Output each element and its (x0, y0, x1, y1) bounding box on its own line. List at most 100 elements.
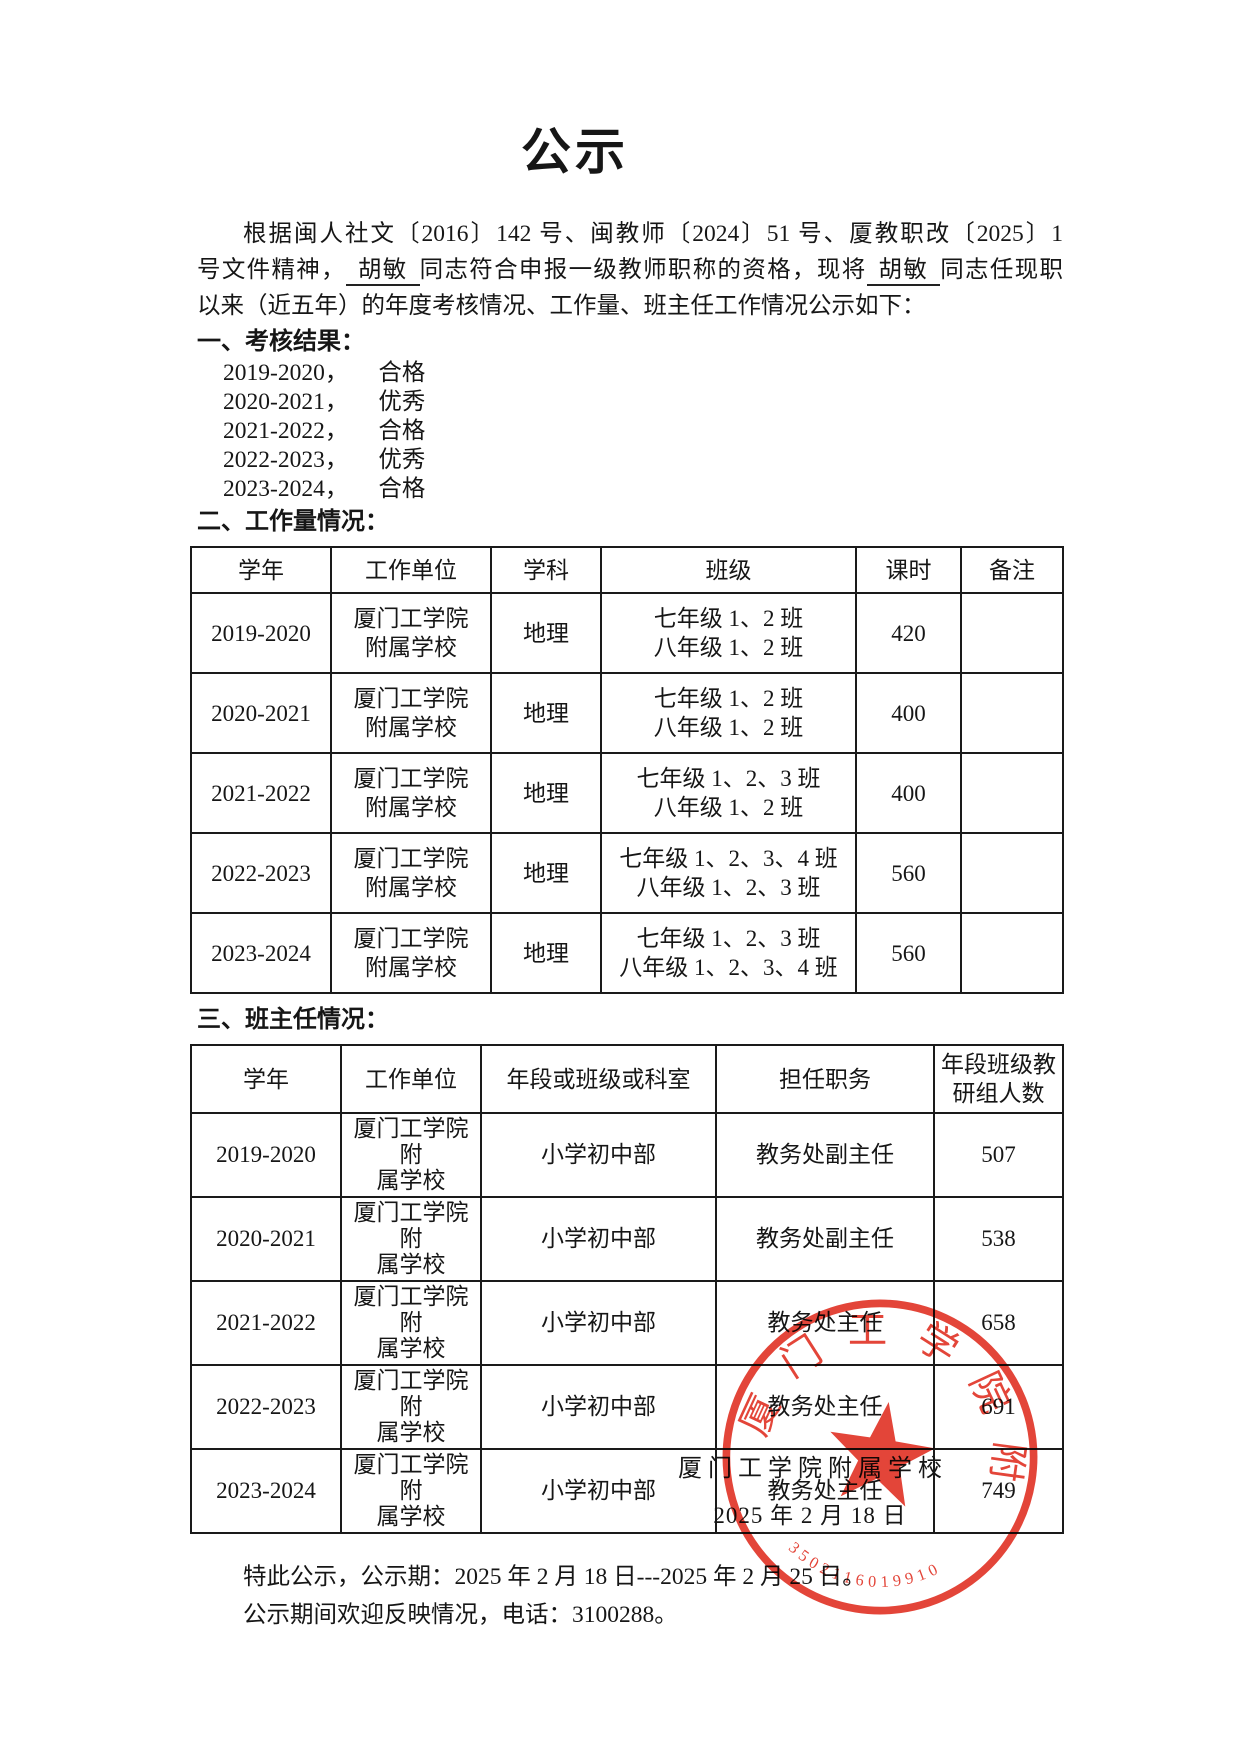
header-group-size: 年段班级教 研组人数 (933, 1044, 1064, 1114)
cell-dept: 小学初中部 (480, 1112, 717, 1198)
table-header-row: 学年 工作单位 学科 班级 课时 备注 (190, 546, 1064, 594)
unit-line: 属学校 (376, 1252, 446, 1277)
unit-line: 厦门工学院 (353, 846, 469, 871)
cell-classes: 七年级 1、2 班八年级 1、2 班 (600, 592, 857, 674)
assessment-result-item: 2019-2020， 合格 (223, 359, 1063, 388)
result-period: 2021-2022， (223, 418, 349, 444)
intro-line-3: 以来（近五年）的年度考核情况、工作量、班主任工作情况公示如下： (197, 293, 926, 319)
unit-line: 厦门工学院附 (353, 1368, 469, 1419)
cell-position: 教务处副主任 (715, 1112, 935, 1198)
cell-note (960, 592, 1064, 674)
cell-hours: 400 (855, 672, 962, 754)
cell-subject: 地理 (490, 752, 602, 834)
headteacher-table: 学年 工作单位 年段或班级或科室 担任职务 年段班级教 研组人数 2019-202… (190, 1044, 1064, 1534)
cell-hours: 420 (855, 592, 962, 674)
cell-dept: 小学初中部 (480, 1196, 717, 1282)
cell-subject: 地理 (490, 832, 602, 914)
header-unit: 工作单位 (330, 546, 492, 594)
closing-line-phone: 公示期间欢迎反映情况，电话：3100288。 (243, 1602, 678, 1628)
cell-classes: 七年级 1、2 班八年级 1、2 班 (600, 672, 857, 754)
table-row: 2022-2023 厦门工学院 附属学校 地理 七年级 1、2、3、4 班八年级 … (190, 832, 1064, 914)
cell-unit: 厦门工学院附属学校 (330, 592, 492, 674)
class-line: 七年级 1、2 班 (653, 686, 804, 711)
table-row: 2023-2024 厦门工学院附 属学校 小学初中部 教务处主任 749 (190, 1448, 1064, 1534)
cell-position: 教务处主任 (715, 1280, 935, 1366)
result-period: 2023-2024， (223, 476, 349, 502)
cell-position: 教务处副主任 (715, 1196, 935, 1282)
cell-unit: 厦门工学院附属学校 (340, 1112, 482, 1198)
unit-line: 附属学校 (365, 715, 457, 740)
header-hours: 课时 (855, 546, 962, 594)
unit-line: 属学校 (376, 1336, 446, 1361)
cell-dept: 小学初中部 (480, 1364, 717, 1450)
cell-year: 2022-2023 (190, 1364, 342, 1450)
page-title: 公示 (521, 124, 629, 180)
assessment-result-item: 2021-2022， 合格 (223, 417, 1063, 446)
cell-subject: 地理 (490, 672, 602, 754)
cell-unit: 厦门工学院附属学校 (330, 752, 492, 834)
cell-year: 2021-2022 (190, 752, 332, 834)
class-line: 七年级 1、2、3 班 (636, 926, 821, 951)
unit-line: 厦门工学院附 (353, 1200, 469, 1251)
cell-note (960, 912, 1064, 994)
cell-dept: 小学初中部 (480, 1448, 717, 1534)
cell-hours: 560 (855, 912, 962, 994)
table-row: 2020-2021 厦门工学院附 属学校 小学初中部 教务处副主任 538 (190, 1196, 1064, 1282)
header-unit: 工作单位 (340, 1044, 482, 1114)
cell-count: 538 (933, 1196, 1064, 1282)
intro-line-2: 号文件精神， 胡敏 同志符合申报一级教师职称的资格，现将 胡敏 同志任现职 (197, 252, 1063, 288)
header-classes: 班级 (600, 546, 857, 594)
assessment-result-item: 2023-2024， 合格 (223, 475, 1063, 504)
intro-text: 同志任现职 (940, 257, 1063, 283)
cell-note (960, 832, 1064, 914)
unit-line: 厦门工学院 (353, 686, 469, 711)
unit-line: 附属学校 (365, 955, 457, 980)
header-year: 学年 (190, 1044, 342, 1114)
cell-year: 2019-2020 (190, 1112, 342, 1198)
closing-paragraph: 特此公示，公示期：2025 年 2 月 18 日---2025 年 2 月 25… (197, 1558, 1063, 1634)
unit-line: 厦门工学院 (353, 766, 469, 791)
table-header-row: 学年 工作单位 年段或班级或科室 担任职务 年段班级教 研组人数 (190, 1044, 1064, 1114)
header-note: 备注 (960, 546, 1064, 594)
class-line: 七年级 1、2、3 班 (636, 766, 821, 791)
cell-year: 2020-2021 (190, 672, 332, 754)
cell-year: 2022-2023 (190, 832, 332, 914)
cell-hours: 560 (855, 832, 962, 914)
cell-count: 507 (933, 1112, 1064, 1198)
class-line: 八年级 1、2 班 (653, 715, 804, 740)
header-subject: 学科 (490, 546, 602, 594)
unit-line: 厦门工学院附 (353, 1116, 469, 1167)
result-rating: 优秀 (378, 389, 426, 415)
table-row: 2019-2020 厦门工学院附 属学校 小学初中部 教务处副主任 507 (190, 1112, 1064, 1198)
result-rating: 优秀 (378, 447, 426, 473)
class-line: 八年级 1、2 班 (653, 795, 804, 820)
cell-count: 749 (933, 1448, 1064, 1534)
assessment-results-list: 2019-2020， 合格 2020-2021， 优秀 2021-2022， 合格 2… (223, 359, 1063, 504)
stamp-star-icon (830, 1402, 936, 1507)
unit-line: 属学校 (376, 1420, 446, 1445)
cell-year: 2019-2020 (190, 592, 332, 674)
cell-note (960, 752, 1064, 834)
unit-line: 属学校 (376, 1504, 446, 1529)
unit-line: 厦门工学院附 (353, 1452, 469, 1503)
cell-classes: 七年级 1、2、3 班八年级 1、2 班 (600, 752, 857, 834)
cell-year: 2023-2024 (190, 912, 332, 994)
table-row: 2023-2024 厦门工学院 附属学校 地理 七年级 1、2、3 班八年级 1、… (190, 912, 1064, 994)
cell-unit: 厦门工学院附属学校 (330, 672, 492, 754)
table-row: 2020-2021 厦门工学院附属学校 地理 七年级 1、2 班八年级 1、2 … (190, 672, 1064, 754)
cell-unit: 厦门工学院附属学校 (340, 1364, 482, 1450)
cell-unit: 厦门工学院附属学校 (340, 1280, 482, 1366)
teacher-name-underlined: 胡敏 (345, 257, 420, 286)
section-heading-headteacher: 三、班主任情况： (197, 1007, 389, 1033)
intro-text: 同志符合申报一级教师职称的资格，现将 (419, 257, 867, 283)
workload-table: 学年 工作单位 学科 班级 课时 备注 2019-2020 厦门工学院 附属学校 … (190, 546, 1064, 994)
cell-year: 2023-2024 (190, 1448, 342, 1534)
unit-line: 附属学校 (365, 635, 457, 660)
official-seal-stamp: 厦门工学院附属学校 3502116019910 (688, 1265, 1059, 1615)
header-dept: 年段或班级或科室 (480, 1044, 717, 1114)
result-period: 2022-2023， (223, 447, 349, 473)
result-rating: 合格 (378, 418, 426, 444)
unit-line: 属学校 (376, 1168, 446, 1193)
cell-subject: 地理 (490, 912, 602, 994)
